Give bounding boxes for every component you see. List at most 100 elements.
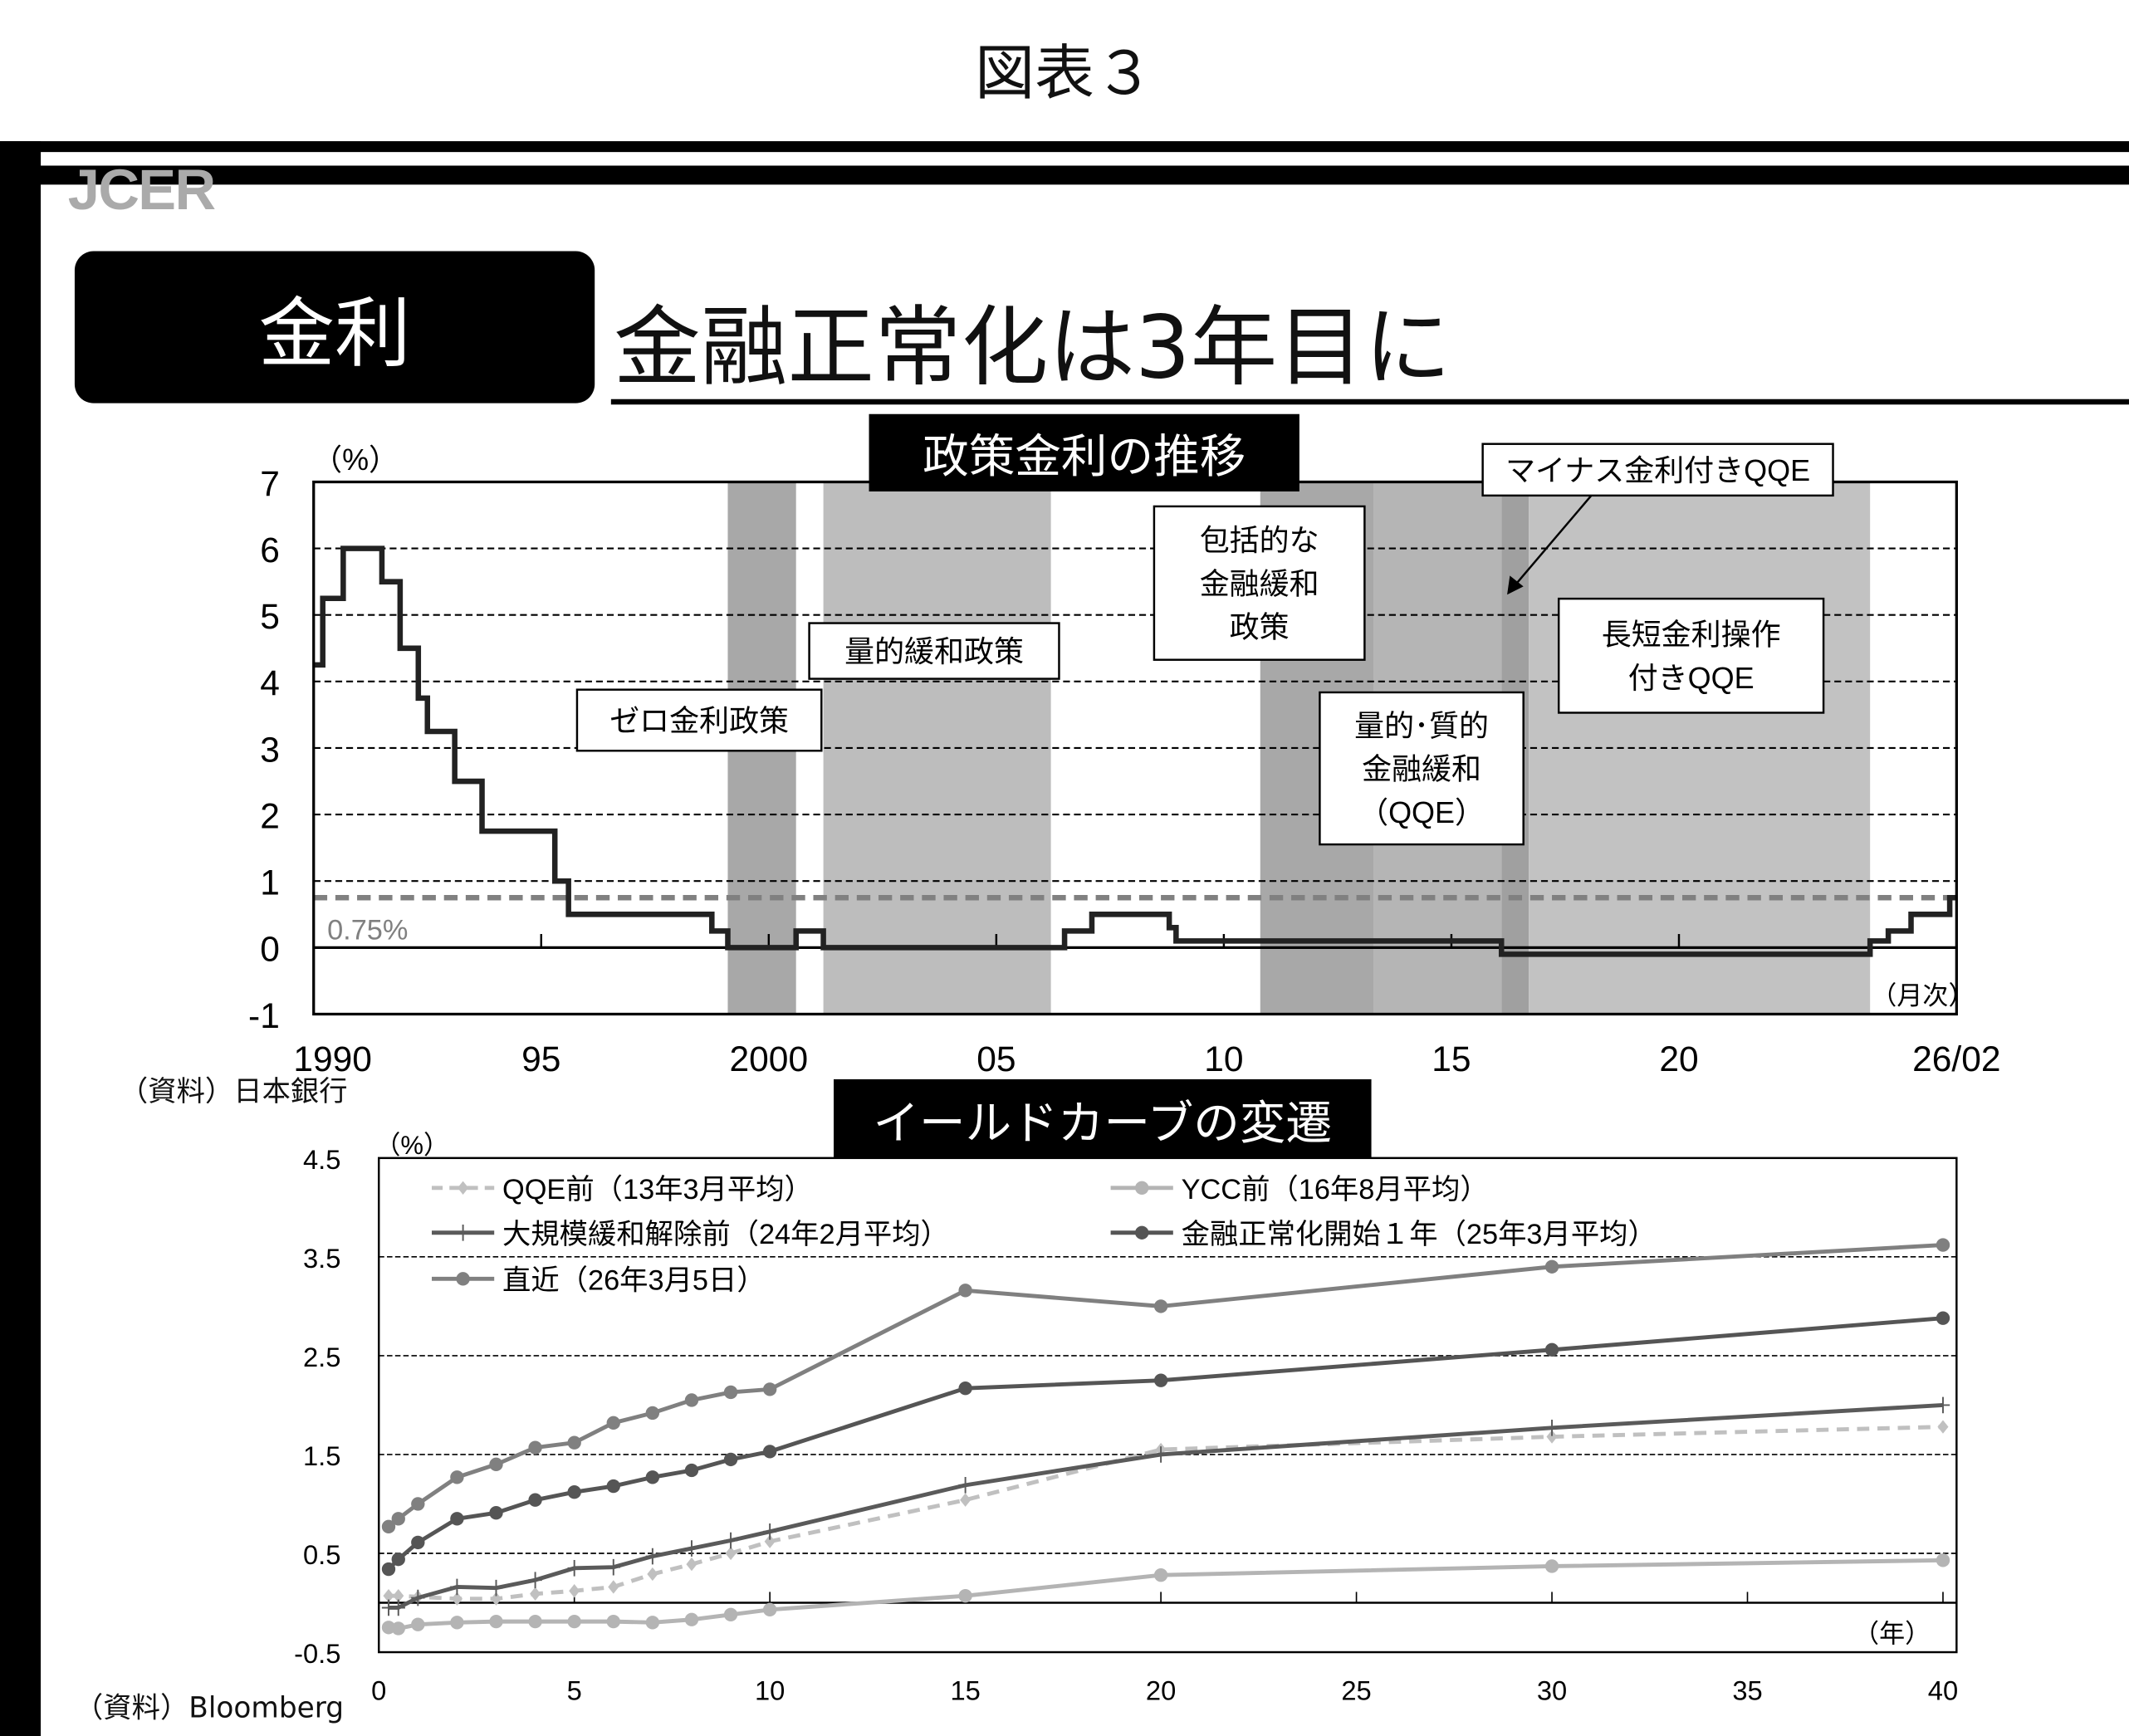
data-point (958, 1477, 972, 1494)
data-point (528, 1440, 542, 1455)
data-point (528, 1572, 542, 1588)
x-tick-label: 05 (976, 1040, 1016, 1079)
data-point (567, 1560, 581, 1577)
data-point (1936, 1311, 1950, 1325)
series-line (388, 1558, 1944, 1631)
policy-rate-chart: -1 0 1 2 3 4 5 6 7 1990 95 2000 05 10 15 20 26/02 0.75% （%… (248, 443, 2000, 1079)
chart1-source: （資料）日本銀行 (119, 1075, 348, 1108)
data-point (567, 1614, 581, 1629)
x-tick-label: 40 (1928, 1675, 1958, 1705)
headline-underline (610, 399, 2129, 405)
data-point (450, 1470, 464, 1484)
x-tick-label: 10 (1204, 1040, 1243, 1079)
data-point (960, 1493, 972, 1507)
section-label: 金利 (74, 251, 595, 403)
data-point (1936, 1553, 1950, 1567)
legend-label: YCC前（16年8月平均） (1182, 1174, 1489, 1205)
annotation-text: 包括的な (1200, 523, 1319, 557)
y-tick-label: -0.5 (294, 1638, 340, 1669)
chart1-title: 政策金利の推移 (869, 413, 1299, 491)
left-bar (0, 141, 42, 1736)
y-tick-label: 4 (260, 664, 280, 703)
annotation-text: 量的緩和政策 (844, 634, 1024, 668)
series-line (388, 1425, 1944, 1602)
data-point (1544, 1419, 1559, 1436)
data-point (645, 1616, 660, 1630)
series-line (387, 1243, 1944, 1528)
x-tick-label: 20 (1659, 1040, 1698, 1079)
data-point (450, 1616, 464, 1630)
legend-marker (458, 1181, 469, 1195)
data-point (489, 1579, 503, 1597)
legend-marker (456, 1272, 470, 1286)
x-tick-label: 95 (521, 1040, 560, 1079)
data-point (645, 1548, 660, 1565)
data-point (1936, 1396, 1950, 1414)
annotation-text: 量的･質的 (1354, 708, 1489, 742)
data-point (393, 1589, 404, 1603)
data-point (528, 1493, 542, 1507)
data-point (528, 1614, 542, 1629)
y-axis-unit: （%） (374, 1131, 449, 1160)
data-point (411, 1589, 425, 1606)
x-axis-unit: （月次） (1871, 981, 1974, 1010)
data-point (762, 1602, 777, 1617)
legend-label: QQE前（13年3月平均） (502, 1174, 813, 1205)
x-tick-label: 10 (755, 1675, 785, 1705)
data-point (411, 1497, 425, 1511)
annotation-text: マイナス金利付きQQE (1505, 453, 1810, 487)
y-tick-label: 5 (260, 598, 280, 637)
x-axis-unit: （年） (1853, 1620, 1931, 1649)
data-point (489, 1614, 503, 1629)
data-point (606, 1479, 620, 1494)
data-point (762, 1523, 777, 1540)
y-tick-label: 4.5 (303, 1144, 340, 1175)
y-tick-label: 3 (260, 731, 280, 770)
data-point (1153, 1373, 1168, 1387)
data-point (391, 1552, 405, 1567)
x-tick-label: 30 (1537, 1675, 1567, 1705)
series-line (387, 1316, 1944, 1571)
legend-label: 直近（26年3月5日） (502, 1264, 766, 1296)
data-point (958, 1381, 972, 1396)
data-point (1153, 1299, 1168, 1313)
data-point (1546, 1430, 1558, 1444)
data-point (723, 1452, 738, 1467)
data-point (684, 1393, 699, 1407)
data-point (645, 1406, 660, 1421)
data-point (383, 1589, 394, 1603)
x-tick-label: 2000 (730, 1040, 809, 1079)
y-tick-label: 0 (260, 931, 280, 970)
data-point (684, 1612, 699, 1626)
data-point (567, 1485, 581, 1499)
x-tick-label: 20 (1146, 1675, 1176, 1705)
data-point (1544, 1559, 1559, 1573)
figure-label: 図表３ (975, 39, 1154, 109)
data-point (1936, 1238, 1950, 1252)
y-tick-label: -1 (248, 997, 280, 1036)
data-point (1544, 1259, 1559, 1274)
y-axis-unit: （%） (312, 443, 399, 477)
data-point (684, 1540, 699, 1557)
data-point (764, 1534, 776, 1548)
annotation-box (1557, 597, 1825, 714)
legend-marker (456, 1224, 470, 1241)
data-point (684, 1463, 699, 1478)
data-point (762, 1445, 777, 1459)
data-point (608, 1580, 619, 1594)
y-tick-label: 1.5 (303, 1440, 340, 1471)
data-point (645, 1470, 660, 1484)
plot-border (377, 1157, 1958, 1654)
data-point (958, 1284, 972, 1298)
chart2-source: （資料）Bloomberg (74, 1691, 345, 1724)
data-point (391, 1599, 405, 1616)
data-point (1153, 1568, 1168, 1582)
annotation-box (1319, 691, 1525, 846)
data-point (381, 1519, 396, 1534)
annotation-text: 金融緩和 (1362, 752, 1481, 786)
data-point (647, 1567, 658, 1582)
data-point (381, 1621, 396, 1635)
data-point (489, 1457, 503, 1472)
y-tick-label: 7 (260, 465, 280, 504)
